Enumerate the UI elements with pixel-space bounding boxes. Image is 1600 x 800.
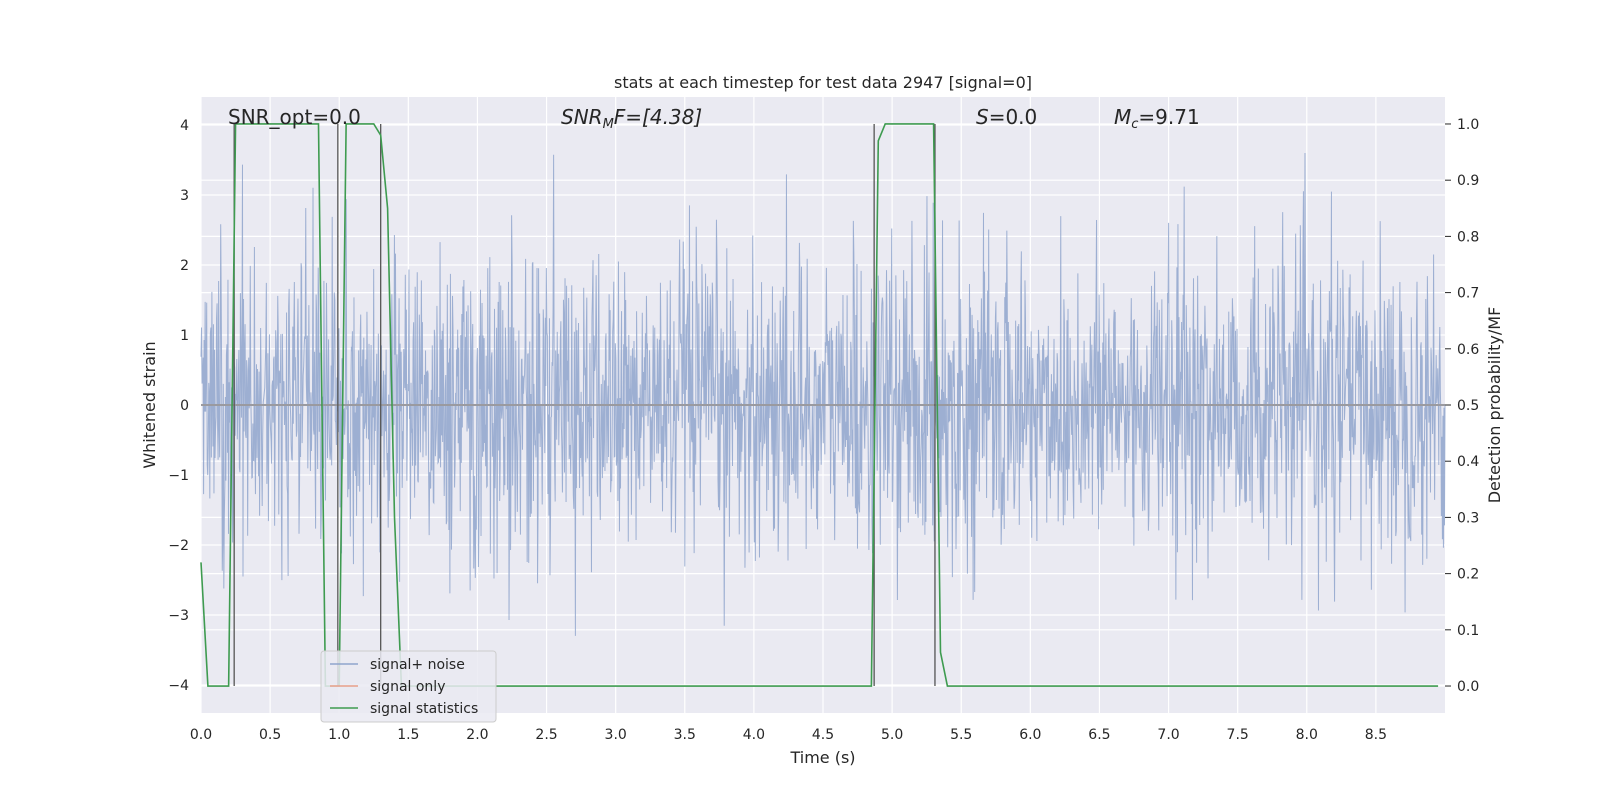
annotation-snr-mf: SNRMF=[4.38]: [561, 105, 702, 132]
x-tick-label-11: 5.5: [950, 727, 972, 743]
y-right-tick-label-3: 0.3: [1457, 510, 1479, 526]
y-right-tick-label-10: 1.0: [1457, 117, 1479, 133]
y-tick-label-7: 3: [180, 188, 189, 204]
x-tick-label-1: 0.5: [259, 727, 281, 743]
legend-label-signal-statistics: signal statistics: [370, 701, 478, 717]
x-tick-label-14: 7.0: [1157, 727, 1179, 743]
legend-label-signal-noise: signal+ noise: [370, 657, 465, 673]
x-tick-label-8: 4.0: [743, 727, 765, 743]
x-tick-label-15: 7.5: [1227, 727, 1249, 743]
x-tick-label-9: 4.5: [812, 727, 834, 743]
legend: signal+ noise signal only signal statist…: [320, 650, 497, 723]
y-right-tick-label-2: 0.2: [1457, 567, 1479, 583]
x-tick-label-0: 0.0: [190, 727, 212, 743]
y-axis-label-right: Detection probability/MF: [1485, 307, 1504, 504]
y-right-tick-label-6: 0.6: [1457, 342, 1479, 358]
y-tick-label-5: 1: [180, 328, 189, 344]
y-tick-label-8: 4: [180, 118, 189, 134]
y-tick-label-6: 2: [180, 258, 189, 274]
x-tick-label-7: 3.5: [674, 727, 696, 743]
y-right-tick-label-8: 0.8: [1457, 229, 1479, 245]
signal-statistics-line: [200, 123, 1439, 687]
x-tick-label-13: 6.5: [1088, 727, 1110, 743]
y-right-tick-label-5: 0.5: [1457, 398, 1479, 414]
x-axis-label: Time (s): [789, 748, 855, 767]
y-right-tick-label-4: 0.4: [1457, 454, 1479, 470]
y-right-tick-label-1: 0.1: [1457, 623, 1479, 639]
chart-title: stats at each timestep for test data 294…: [614, 73, 1032, 92]
annotation-snr-opt: SNR_opt=0.0: [228, 105, 361, 129]
signal-noise-line: [200, 152, 1446, 636]
x-tick-label-16: 8.0: [1296, 727, 1318, 743]
x-tick-label-10: 5.0: [881, 727, 903, 743]
y-right-tick-label-0: 0.0: [1457, 679, 1479, 695]
legend-label-signal-only: signal only: [370, 679, 445, 695]
y-tick-label-4: 0: [180, 398, 189, 414]
x-tick-label-5: 2.5: [535, 727, 557, 743]
x-tick-label-6: 3.0: [605, 727, 627, 743]
x-ticks: 0.0 0.5 1.0 1.5 2.0 2.5 3.0 3.5 4.0 4.5 5.0 5.5 6.0 6…: [190, 727, 1387, 743]
annotation-s: S=0.0: [976, 105, 1037, 129]
y-right-tick-label-9: 0.9: [1457, 173, 1479, 189]
y-tick-label-1: −3: [168, 608, 189, 624]
y-tick-label-3: −1: [168, 468, 189, 484]
signal-noise-series: [200, 152, 1446, 636]
right-y-ticks: 0.0 0.1 0.2 0.3 0.4 0.5 0.6 0.7 0.8 0.9 1.0: [1445, 117, 1479, 695]
signal-statistics-series: [200, 123, 1439, 687]
x-tick-label-17: 8.5: [1365, 727, 1387, 743]
y-tick-label-2: −2: [168, 538, 189, 554]
x-tick-label-12: 6.0: [1019, 727, 1041, 743]
y-right-tick-label-7: 0.7: [1457, 286, 1479, 302]
x-tick-label-3: 1.5: [397, 727, 419, 743]
y-axis-label: Whitened strain: [140, 341, 159, 468]
left-y-ticks: −4 −3 −2 −1 0 1 2 3 4: [168, 118, 189, 694]
x-tick-label-4: 2.0: [466, 727, 488, 743]
legend-box: [320, 650, 497, 723]
x-tick-label-2: 1.0: [328, 727, 350, 743]
annotation-mc: Mc=9.71: [1114, 105, 1200, 132]
y-tick-label-0: −4: [168, 678, 189, 694]
